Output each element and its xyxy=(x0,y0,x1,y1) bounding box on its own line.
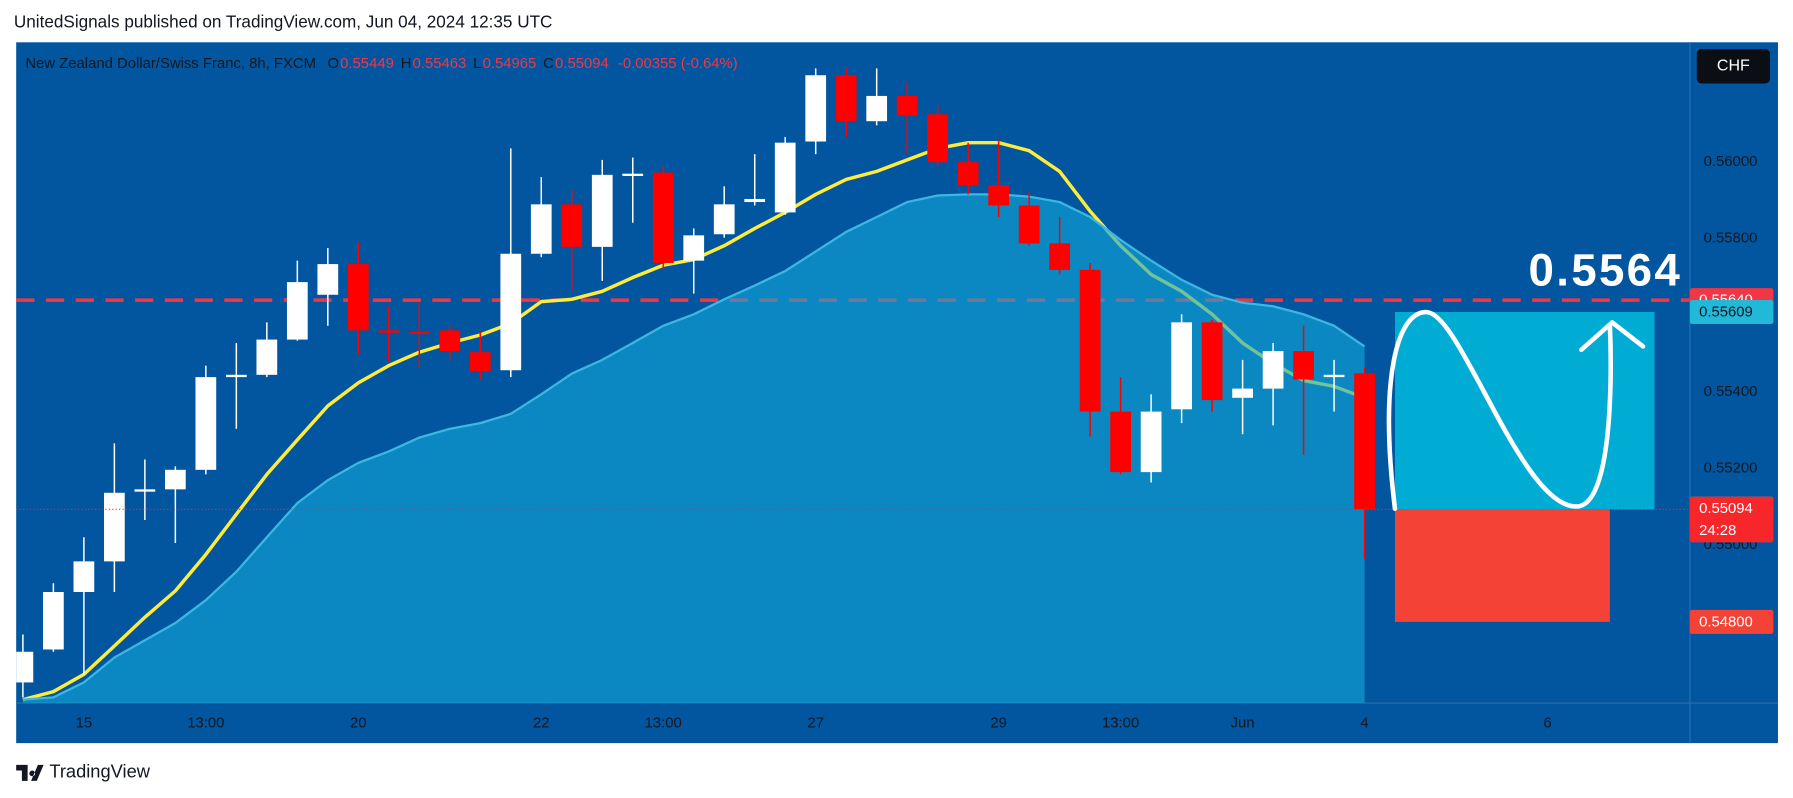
candle-body xyxy=(1079,269,1101,412)
currency-button[interactable] xyxy=(1696,49,1770,84)
legend-field: L xyxy=(473,56,481,72)
x-tick-label: Jun xyxy=(1231,716,1255,732)
candle-body xyxy=(256,339,278,375)
x-tick-label: 20 xyxy=(350,716,367,732)
candle-body xyxy=(1049,243,1071,270)
logo-icon xyxy=(16,764,44,781)
candle-body xyxy=(1262,351,1284,389)
footer-logo: TradingView xyxy=(16,761,151,782)
candle-body xyxy=(164,469,186,490)
overlay: CHF New Zealand Dollar/Swiss Franc, 8h, … xyxy=(25,49,1770,84)
candle-body xyxy=(530,204,552,254)
candle-body xyxy=(408,331,430,334)
x-tick-label: 6 xyxy=(1543,716,1551,732)
candle-body xyxy=(1323,374,1345,378)
x-tick-label: 13:00 xyxy=(187,716,224,732)
candle-body xyxy=(16,651,34,683)
price-tag-label: 0.54800 xyxy=(1699,614,1753,630)
candle-body xyxy=(500,253,522,371)
currency-label[interactable]: CHF xyxy=(1717,58,1750,75)
candle-body xyxy=(347,264,369,331)
x-tick-label: 29 xyxy=(990,716,1007,732)
price-tag-label: 0.55094 xyxy=(1699,501,1753,517)
candle-body xyxy=(378,330,400,333)
legend-field: H xyxy=(401,56,412,72)
candle-body xyxy=(591,174,613,247)
legend-value: 0.54965 xyxy=(483,56,537,72)
target-zone xyxy=(1394,311,1655,510)
price-tag-label: 0.55609 xyxy=(1699,304,1753,320)
legend-value: 0.55463 xyxy=(413,56,467,72)
y-tick-label: 0.55200 xyxy=(1704,461,1758,477)
candle-body xyxy=(469,352,491,372)
forecast-curve xyxy=(1386,309,1614,512)
legend-value: 0.55449 xyxy=(340,56,394,72)
candle-body xyxy=(622,173,644,176)
candle-body xyxy=(896,95,918,116)
candle-body xyxy=(43,592,64,650)
candle-body xyxy=(988,185,1010,206)
price-annotation: 0.5564 xyxy=(1529,244,1683,295)
legend-field: C xyxy=(543,56,554,72)
candle-body xyxy=(225,374,247,378)
y-tick-label: 0.56000 xyxy=(1704,154,1758,170)
legend-title: New Zealand Dollar/Swiss Franc, 8h, FXCM xyxy=(25,56,316,72)
candle-body xyxy=(774,142,796,213)
drawings: 0.5564 xyxy=(1386,244,1683,622)
price-tag xyxy=(1689,299,1774,324)
y-tick-label: 0.55800 xyxy=(1704,231,1758,247)
stop-zone xyxy=(1394,509,1610,622)
legend-value: 0.55094 xyxy=(555,56,609,72)
candle-body xyxy=(286,282,308,340)
candle-body xyxy=(1354,373,1375,510)
candle-body xyxy=(805,75,827,142)
legend: New Zealand Dollar/Swiss Franc, 8h, FXCM… xyxy=(25,56,737,72)
x-tick-label: 4 xyxy=(1360,716,1368,732)
candle-body xyxy=(1140,411,1162,473)
candle-body xyxy=(104,492,125,562)
candle-body xyxy=(835,75,857,122)
price-tag xyxy=(1689,609,1774,634)
band-area xyxy=(22,194,1365,704)
candle-body xyxy=(866,95,888,122)
candle-body xyxy=(744,198,766,203)
candle-body xyxy=(1201,322,1223,401)
x-tick-label: 13:00 xyxy=(1102,716,1139,732)
candle-body xyxy=(1171,322,1192,410)
candle-body xyxy=(713,204,735,235)
brand-name: TradingView xyxy=(49,761,150,782)
candle-body xyxy=(317,264,339,295)
legend-change: -0.00355 (-0.64%) xyxy=(618,56,738,72)
candle-body xyxy=(957,162,979,186)
candle-body xyxy=(1018,205,1040,244)
countdown-label: 24:28 xyxy=(1699,523,1736,539)
plot xyxy=(16,68,1690,704)
candle-body xyxy=(561,204,583,247)
x-tick-label: 27 xyxy=(807,716,824,732)
candle-body xyxy=(195,377,217,470)
y-tick-label: 0.55400 xyxy=(1704,384,1758,400)
x-tick-label: 22 xyxy=(533,716,550,732)
candle-body xyxy=(73,561,95,593)
x-tick-label: 15 xyxy=(76,716,93,732)
x-tick-label: 13:00 xyxy=(645,716,682,732)
price-tag xyxy=(1689,496,1774,543)
forecast-arrow xyxy=(1579,320,1646,353)
band-edge xyxy=(22,193,1366,701)
candle-body xyxy=(1110,411,1131,473)
candle-body xyxy=(683,235,705,261)
legend-field: O xyxy=(327,56,339,72)
publish-header: UnitedSignals published on TradingView.c… xyxy=(14,11,553,31)
candle-body xyxy=(1232,388,1253,398)
candle-body xyxy=(927,114,949,163)
candle-body xyxy=(652,172,674,263)
candle-body xyxy=(134,489,156,492)
candle-body xyxy=(439,330,461,352)
candle-body xyxy=(1293,351,1314,380)
